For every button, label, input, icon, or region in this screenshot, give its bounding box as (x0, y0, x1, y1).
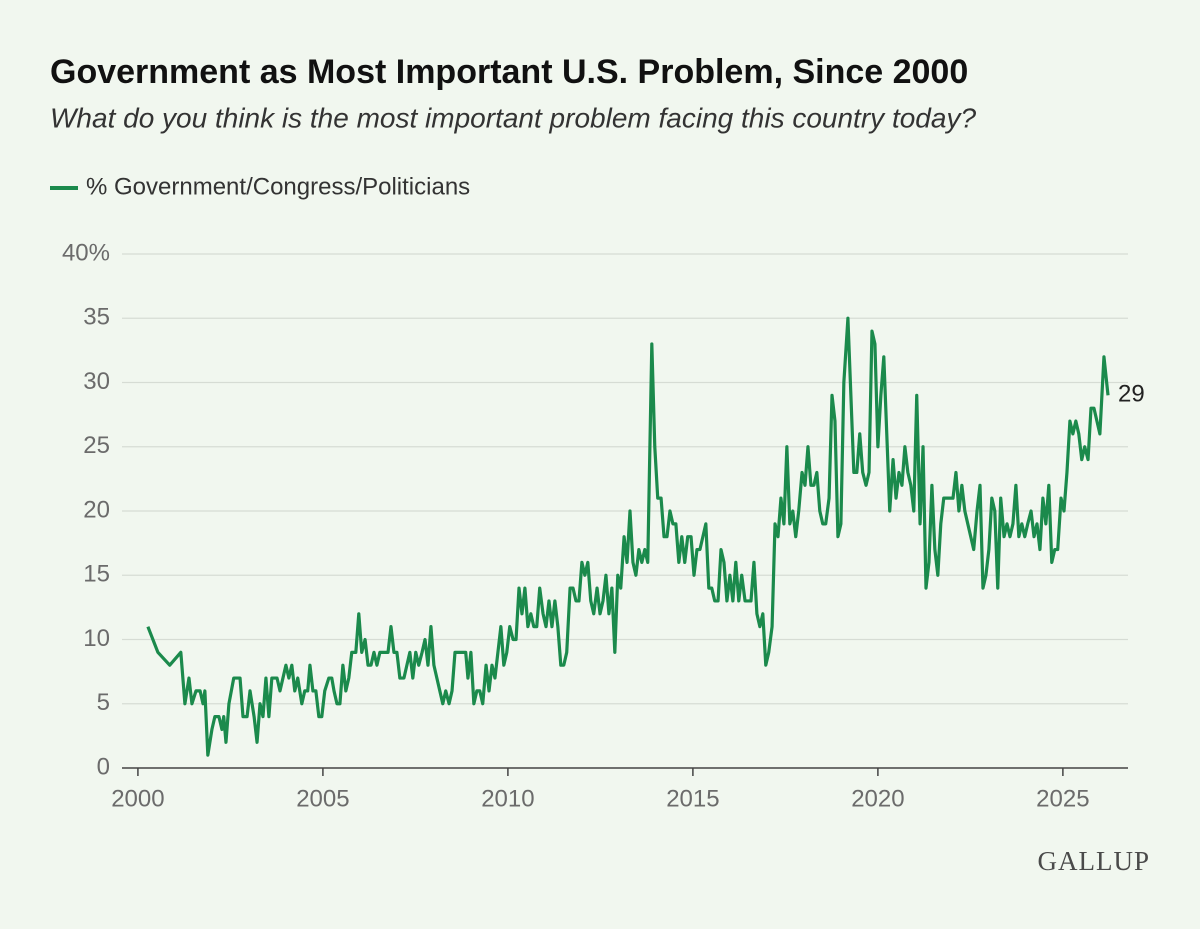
x-tick-label: 2000 (111, 785, 164, 812)
y-tick-label: 30 (83, 368, 110, 395)
y-tick-label: 20 (83, 496, 110, 523)
x-tick-label: 2020 (851, 785, 904, 812)
x-tick-label: 2010 (481, 785, 534, 812)
x-tick-label: 2015 (666, 785, 719, 812)
chart-title: Government as Most Important U.S. Proble… (50, 53, 968, 91)
y-tick-label: 35 (83, 304, 110, 331)
data-line (146, 316, 1110, 757)
y-tick-label: 25 (83, 432, 110, 459)
end-value-label: 29 (1118, 381, 1145, 408)
x-tick-label: 2025 (1036, 785, 1089, 812)
legend-label: % Government/Congress/Politicians (86, 173, 470, 200)
y-tick-label: 15 (83, 561, 110, 588)
y-tick-label: 5 (97, 689, 110, 716)
y-tick-label: 0 (97, 753, 110, 780)
x-tick-label: 2005 (296, 785, 349, 812)
chart-subtitle: What do you think is the most important … (50, 102, 976, 133)
logo: GALLUP (1038, 846, 1151, 876)
y-tick-label: 40% (62, 239, 110, 266)
y-tick-label: 10 (83, 625, 110, 652)
